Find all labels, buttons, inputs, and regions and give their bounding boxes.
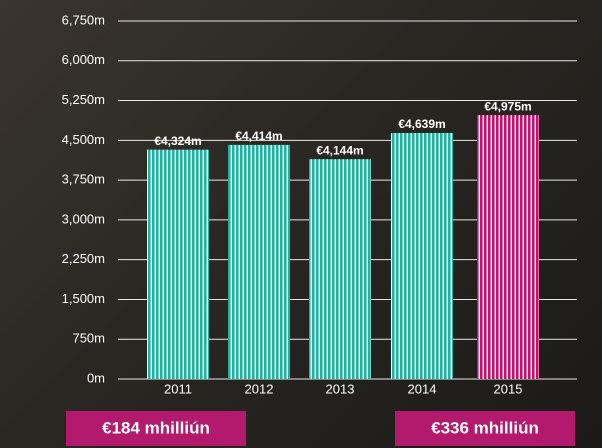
value-label: €4,639m bbox=[398, 117, 445, 131]
bar bbox=[228, 144, 290, 379]
y-tick-label: 6,000m bbox=[62, 52, 105, 67]
bar bbox=[147, 149, 209, 379]
value-label: €4,144m bbox=[316, 143, 363, 157]
y-tick-label: 0m bbox=[87, 370, 105, 385]
y-tick-label: 1,500m bbox=[62, 291, 105, 306]
annotation: €336 mhilliún bbox=[431, 418, 539, 437]
bar bbox=[391, 132, 453, 379]
value-label: €4,414m bbox=[235, 129, 282, 143]
y-tick-label: 2,250m bbox=[62, 251, 105, 266]
x-tick-label: 2013 bbox=[326, 381, 355, 396]
y-tick-label: 4,500m bbox=[62, 132, 105, 147]
value-label: €4,975m bbox=[484, 99, 531, 113]
annotation: €184 mhilliún bbox=[102, 418, 210, 437]
bar bbox=[309, 159, 371, 379]
y-tick-label: 6,750m bbox=[62, 12, 105, 27]
x-tick-label: 2015 bbox=[494, 381, 523, 396]
y-tick-label: 750m bbox=[72, 331, 105, 346]
x-tick-label: 2012 bbox=[245, 381, 274, 396]
annotation-box bbox=[395, 411, 575, 446]
annotation-box bbox=[66, 411, 246, 446]
x-tick-label: 2011 bbox=[164, 381, 192, 396]
x-tick-label: 2014 bbox=[408, 381, 437, 396]
bar bbox=[477, 115, 539, 379]
y-tick-label: 5,250m bbox=[62, 92, 105, 107]
y-tick-label: 3,750m bbox=[62, 172, 105, 187]
y-tick-label: 3,000m bbox=[62, 211, 105, 226]
value-label: €4,324m bbox=[154, 134, 201, 148]
